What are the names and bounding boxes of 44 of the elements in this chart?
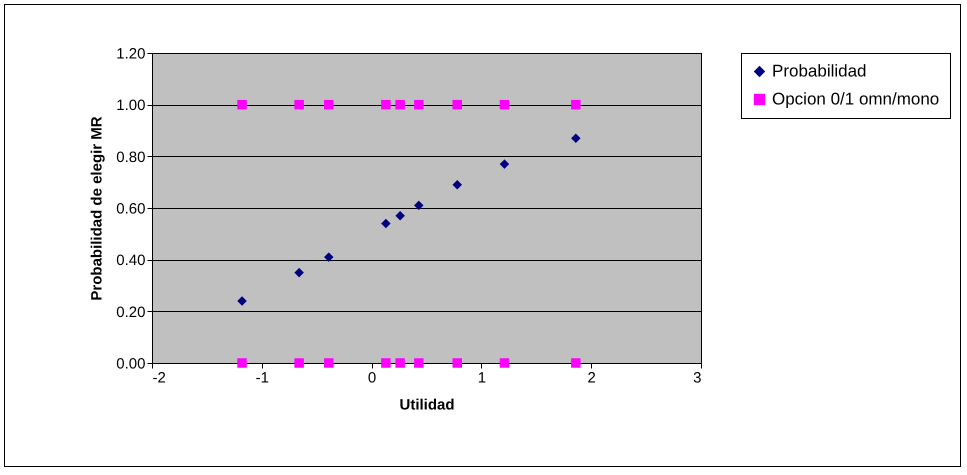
legend-label: Probabilidad [772, 62, 867, 80]
point [571, 134, 581, 143]
point [500, 100, 510, 110]
point [237, 358, 247, 368]
point [395, 211, 405, 220]
y-tick-label: 0.40 [116, 252, 146, 270]
y-tick-label: 0.00 [116, 356, 146, 372]
x-axis-title: Utilidad [400, 396, 454, 414]
y-tick-label: 0.80 [116, 148, 146, 166]
point [237, 100, 247, 110]
point [452, 180, 462, 190]
y-tick-label: 0.60 [116, 200, 146, 218]
point [414, 100, 424, 110]
point [324, 252, 334, 262]
point [452, 100, 462, 110]
point [571, 358, 581, 368]
x-tick-label: 0 [368, 370, 376, 386]
point [324, 100, 334, 110]
x-tick-label: 2 [588, 370, 596, 386]
point [237, 296, 247, 306]
y-tick-label: 1.00 [116, 97, 146, 114]
point [414, 200, 424, 210]
x-tick-label: -1 [256, 370, 269, 386]
point [452, 358, 462, 368]
point [500, 358, 510, 368]
point [294, 268, 304, 278]
y-tick-label: 1.20 [116, 46, 146, 62]
point [381, 358, 391, 368]
point [324, 358, 334, 368]
point [414, 358, 424, 368]
point [395, 358, 405, 368]
point [294, 358, 304, 368]
point [294, 100, 304, 110]
point [381, 218, 391, 228]
y-axis-title: Probabilidad de elegir MR [88, 116, 106, 301]
point [500, 159, 510, 169]
point [395, 100, 405, 110]
point [571, 100, 581, 110]
legend-label: Opcion 0/1 omn/mono [772, 90, 940, 108]
x-tick-label: -2 [152, 370, 166, 386]
x-tick-label: 1 [478, 370, 486, 386]
y-tick-label: 0.20 [116, 304, 146, 321]
x-tick-label: 3 [693, 370, 702, 386]
point [381, 100, 391, 110]
